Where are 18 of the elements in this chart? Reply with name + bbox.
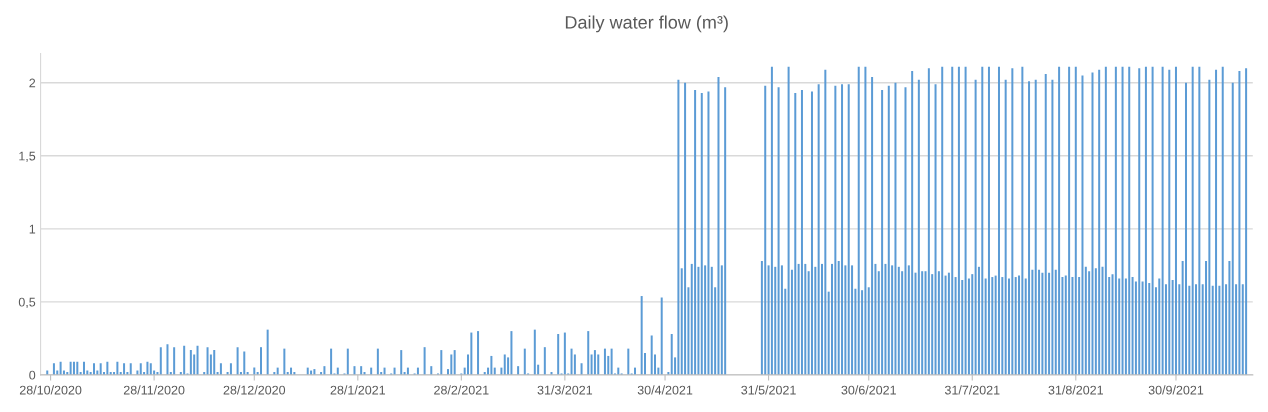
x-tick-label: 28/10/2020 — [19, 385, 82, 395]
x-tick-label: 30/6/2021 — [841, 385, 896, 395]
x-tick-label: 31/3/2021 — [537, 385, 593, 395]
chart-title: Daily water flow (m³) — [565, 15, 728, 33]
x-tick-label: 30/4/2021 — [637, 385, 693, 395]
x-tick-label: 31/5/2021 — [741, 385, 796, 395]
x-tick-label: 28/12/2020 — [223, 385, 286, 395]
y-tick-label: 0 — [29, 370, 36, 380]
x-tick-label: 31/8/2021 — [1048, 385, 1103, 395]
y-tick-label: 2 — [29, 78, 36, 88]
x-tick-label: 28/2/2021 — [434, 385, 489, 395]
y-tick-label: 1,5 — [19, 151, 36, 162]
y-tick-label: 0,5 — [18, 297, 36, 309]
x-tick-label: 30/9/2021 — [1148, 385, 1204, 395]
y-tick-label: 1 — [29, 224, 36, 234]
x-tick-label: 31/7/2021 — [944, 385, 1000, 395]
x-tick-label: 28/1/2021 — [330, 385, 386, 395]
x-tick-label: 28/11/2020 — [123, 385, 185, 395]
